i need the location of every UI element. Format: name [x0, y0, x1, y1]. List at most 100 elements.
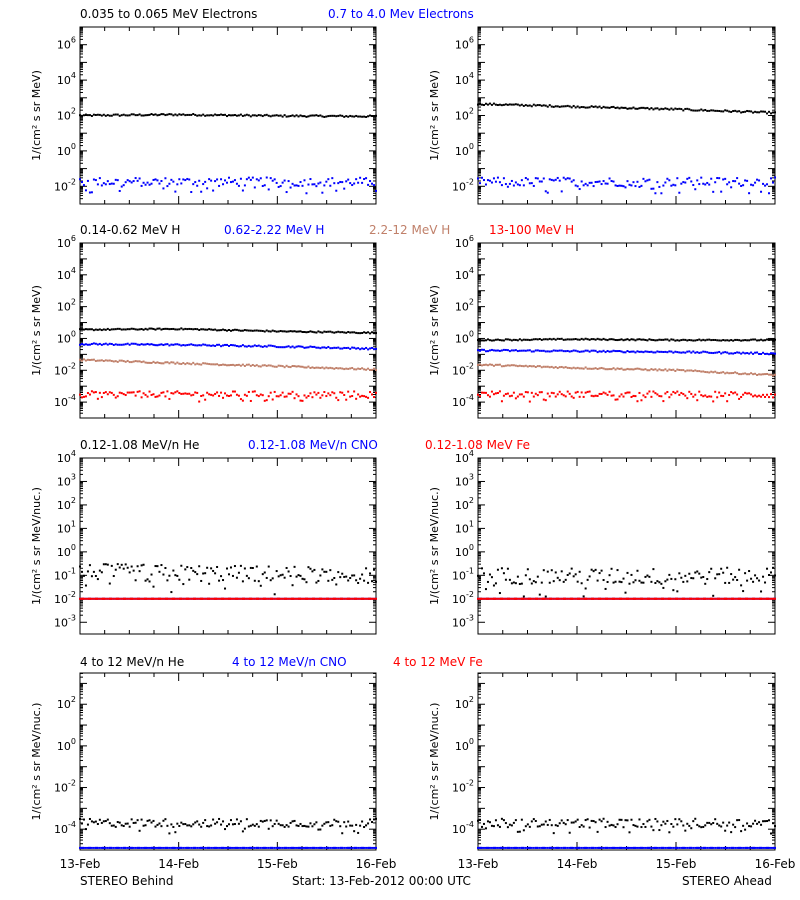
data-point — [522, 595, 525, 598]
data-point — [303, 394, 306, 397]
y-tick-label: 101 — [455, 519, 474, 535]
data-point — [351, 574, 354, 577]
data-point — [365, 567, 368, 570]
data-point — [313, 568, 316, 571]
data-point — [712, 109, 715, 112]
data-point — [94, 820, 97, 823]
data-point — [708, 338, 711, 341]
y-tick-label: 102 — [455, 496, 474, 512]
data-point — [261, 185, 264, 188]
data-point — [614, 339, 617, 342]
data-point — [299, 399, 302, 402]
data-point — [301, 115, 304, 118]
data-point — [580, 106, 583, 109]
data-point — [772, 352, 775, 355]
data-point — [353, 346, 356, 349]
data-point — [530, 105, 533, 108]
data-point — [584, 106, 587, 109]
data-point — [235, 114, 238, 117]
data-point — [646, 369, 649, 372]
data-point — [750, 846, 753, 849]
data-point — [614, 597, 617, 600]
data-point — [341, 572, 344, 575]
data-point — [341, 391, 344, 394]
data-point — [477, 819, 479, 822]
data-point — [666, 390, 669, 393]
data-point — [112, 343, 115, 346]
data-point — [728, 339, 731, 342]
data-point — [730, 372, 733, 375]
data-point — [267, 565, 270, 568]
data-point — [494, 582, 497, 585]
y-tick-label: 102 — [455, 695, 474, 711]
data-point — [490, 597, 493, 600]
data-point — [132, 569, 135, 572]
data-point — [502, 819, 505, 822]
data-point — [245, 329, 248, 332]
data-point — [301, 577, 304, 580]
data-point — [148, 819, 151, 822]
data-point — [114, 178, 117, 181]
data-point — [610, 368, 613, 371]
data-point — [241, 344, 244, 347]
data-point — [158, 343, 161, 346]
data-point — [160, 343, 163, 346]
data-point — [255, 394, 258, 397]
data-point — [508, 350, 511, 353]
data-point — [546, 597, 549, 600]
data-point — [608, 597, 611, 600]
data-point — [618, 107, 621, 110]
data-point — [698, 370, 701, 373]
data-point — [363, 826, 366, 829]
data-point — [307, 346, 310, 349]
data-point — [502, 394, 505, 397]
data-point — [301, 399, 304, 402]
data-point — [636, 569, 639, 572]
data-point — [92, 329, 95, 332]
data-point — [590, 181, 593, 184]
data-point — [194, 328, 197, 331]
data-point — [510, 582, 513, 585]
data-point — [636, 350, 639, 353]
data-point — [174, 190, 177, 193]
data-point — [686, 177, 689, 180]
data-point — [752, 352, 755, 355]
data-point — [259, 114, 262, 117]
data-point — [690, 577, 693, 580]
data-point — [106, 180, 109, 183]
data-point — [194, 391, 197, 394]
data-point — [222, 113, 225, 116]
data-point — [636, 400, 639, 403]
data-point — [299, 181, 302, 184]
data-point — [586, 184, 589, 187]
data-point — [309, 330, 312, 333]
data-point — [732, 352, 735, 355]
data-point — [299, 114, 302, 117]
data-point — [576, 580, 579, 583]
data-point — [506, 349, 509, 352]
data-point — [317, 330, 320, 333]
data-point — [297, 115, 300, 118]
data-point — [295, 846, 298, 849]
data-point — [158, 822, 161, 825]
data-point — [218, 329, 221, 332]
data-point — [758, 579, 761, 582]
data-point — [218, 114, 221, 117]
data-point — [261, 597, 264, 600]
data-point — [608, 106, 611, 109]
data-point — [226, 846, 229, 849]
data-point — [136, 390, 139, 393]
data-point — [325, 346, 328, 349]
data-point — [303, 115, 306, 118]
data-point — [281, 365, 284, 368]
data-point — [706, 109, 709, 112]
data-point — [255, 823, 258, 826]
data-point — [202, 328, 205, 331]
data-point — [488, 846, 491, 849]
data-point — [86, 179, 89, 182]
data-point — [528, 349, 531, 352]
data-point — [616, 106, 619, 109]
data-point — [146, 597, 149, 600]
data-point — [100, 571, 103, 574]
